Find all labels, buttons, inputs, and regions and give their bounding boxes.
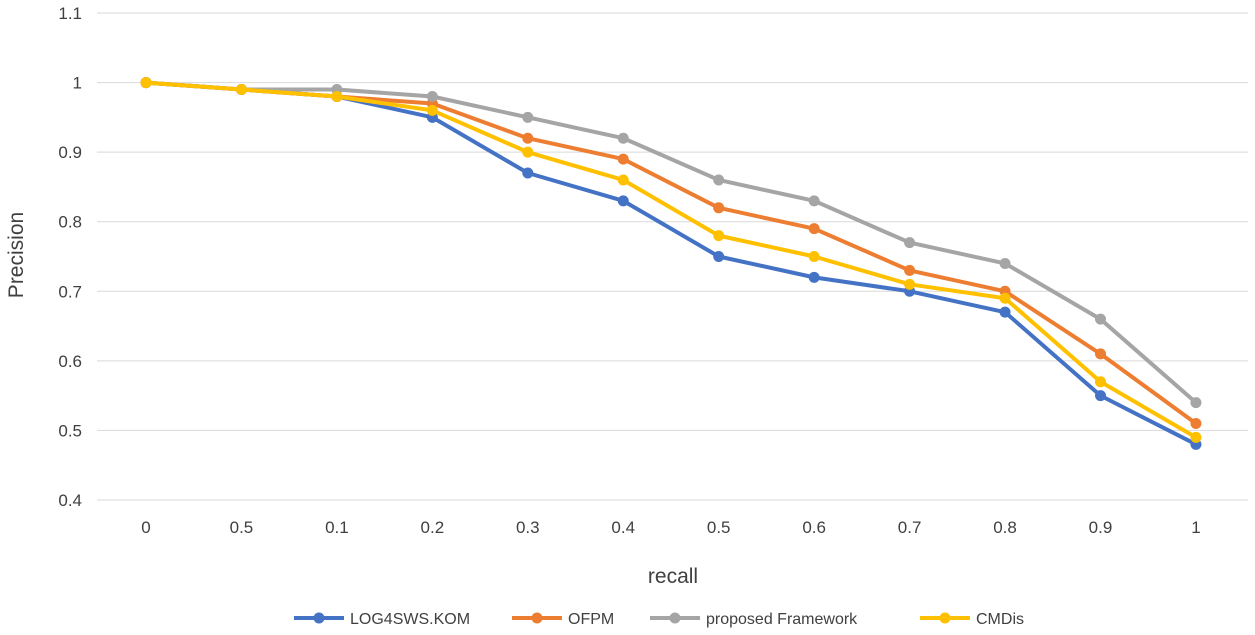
data-point bbox=[1095, 348, 1106, 360]
data-point bbox=[808, 195, 820, 207]
data-point bbox=[1190, 397, 1202, 409]
series-line bbox=[144, 80, 1198, 447]
legend-label: proposed Framework bbox=[706, 611, 858, 628]
data-point bbox=[426, 104, 438, 116]
data-point bbox=[904, 264, 916, 276]
x-tick-label: 0.6 bbox=[802, 518, 826, 537]
data-point bbox=[1095, 313, 1106, 325]
series-line bbox=[144, 80, 1198, 426]
data-point bbox=[713, 202, 725, 214]
x-tick-label: 0.8 bbox=[993, 518, 1017, 537]
y-axis-ticks: 0.4 0.5 0.6 0.7 0.8 0.9 1 1.1 bbox=[58, 4, 82, 510]
data-point bbox=[617, 132, 629, 144]
data-point bbox=[904, 278, 916, 290]
data-point bbox=[235, 84, 247, 96]
x-tick-label: 0.2 bbox=[421, 518, 445, 537]
data-point bbox=[904, 237, 916, 249]
data-point bbox=[1095, 376, 1106, 388]
data-point bbox=[999, 306, 1011, 318]
y-tick-label: 0.6 bbox=[58, 352, 82, 371]
legend-marker bbox=[531, 612, 543, 624]
x-axis-title: recall bbox=[648, 565, 698, 588]
data-point bbox=[808, 271, 820, 283]
data-point bbox=[140, 77, 152, 89]
x-tick-label: 1 bbox=[1191, 518, 1200, 537]
legend-marker bbox=[669, 612, 681, 624]
legend-marker bbox=[939, 612, 951, 624]
series-line bbox=[144, 80, 1198, 405]
y-tick-label: 0.5 bbox=[58, 421, 82, 440]
x-tick-label: 0.4 bbox=[611, 518, 635, 537]
legend-item: proposed Framework bbox=[650, 611, 858, 628]
legend-item: LOG4SWS.KOM bbox=[294, 611, 470, 628]
data-point bbox=[1190, 431, 1202, 443]
series-line bbox=[144, 80, 1198, 440]
legend-item: OFPM bbox=[512, 611, 614, 628]
x-axis-ticks: 0 0.5 0.1 0.2 0.3 0.4 0.5 0.6 0.7 0.8 0.9 1 bbox=[141, 518, 1200, 537]
data-point bbox=[808, 223, 820, 235]
x-tick-label: 0.9 bbox=[1089, 518, 1113, 537]
data-point bbox=[617, 153, 629, 165]
y-axis-title: Precision bbox=[5, 212, 28, 298]
legend: LOG4SWS.KOM OFPM proposed Framework CMDis bbox=[294, 611, 1024, 628]
legend-marker bbox=[313, 612, 325, 624]
y-tick-label: 0.8 bbox=[58, 213, 82, 232]
series-lines bbox=[140, 77, 1202, 450]
data-point bbox=[808, 251, 820, 262]
x-tick-label: 0.1 bbox=[325, 518, 349, 537]
series-log4sws-kom bbox=[140, 77, 1202, 450]
data-point bbox=[522, 146, 534, 158]
y-tick-label: 0.7 bbox=[58, 282, 82, 301]
y-tick-label: 1.1 bbox=[58, 4, 82, 23]
x-tick-label: 0.5 bbox=[230, 518, 254, 537]
y-tick-label: 0.4 bbox=[58, 491, 82, 510]
gridlines bbox=[97, 12, 1248, 501]
y-tick-label: 0.9 bbox=[58, 143, 82, 162]
x-tick-label: 0 bbox=[141, 518, 150, 537]
x-tick-label: 0.3 bbox=[516, 518, 540, 537]
data-point bbox=[426, 90, 438, 102]
data-point bbox=[1190, 417, 1202, 429]
data-point bbox=[999, 257, 1011, 269]
y-tick-label: 1 bbox=[73, 74, 82, 93]
data-point bbox=[617, 174, 629, 186]
data-point bbox=[713, 251, 725, 262]
series-proposed-framework bbox=[140, 77, 1202, 409]
data-point bbox=[617, 195, 629, 207]
x-tick-label: 0.7 bbox=[898, 518, 922, 537]
data-point bbox=[522, 111, 534, 123]
data-point bbox=[522, 132, 534, 144]
data-point bbox=[522, 167, 534, 179]
legend-label: LOG4SWS.KOM bbox=[350, 611, 470, 628]
series-ofpm bbox=[140, 77, 1202, 429]
legend-label: CMDis bbox=[976, 611, 1024, 628]
series-cmdis bbox=[140, 77, 1202, 443]
legend-item: CMDis bbox=[920, 611, 1024, 628]
data-point bbox=[331, 90, 343, 102]
data-point bbox=[999, 292, 1011, 304]
data-point bbox=[713, 174, 725, 186]
data-point bbox=[713, 230, 725, 242]
data-point bbox=[1095, 390, 1106, 402]
legend-label: OFPM bbox=[568, 611, 614, 628]
x-tick-label: 0.5 bbox=[707, 518, 731, 537]
